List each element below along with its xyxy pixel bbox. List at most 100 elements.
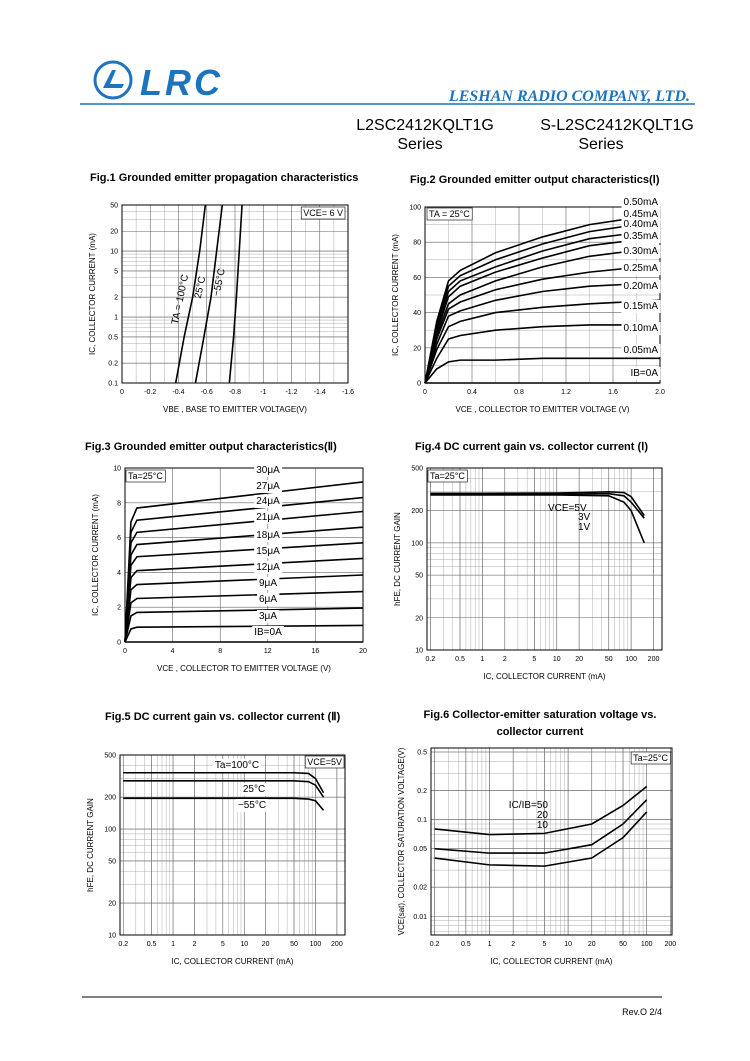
- label-box: [235, 799, 269, 812]
- series-label: 15μA: [256, 546, 280, 557]
- x-tick-label: -1: [260, 389, 266, 396]
- label-box: [254, 495, 283, 508]
- company-name: LESHAN RADIO COMPANY, LTD.: [448, 88, 690, 105]
- y-tick-label: 40: [413, 310, 421, 317]
- series-line: [174, 204, 207, 384]
- x-tick-label: 0.5: [455, 656, 465, 663]
- x-tick-label: 0.2: [118, 941, 128, 948]
- x-tick-label: 20: [359, 648, 367, 655]
- x-axis-label: VCE , COLLECTOR TO EMITTER VOLTAGE (V): [456, 405, 630, 414]
- x-tick-label: -1.4: [314, 389, 326, 396]
- series-label: 0.30mA: [624, 246, 659, 257]
- part-name: S-L2SC2412KQLT1G: [540, 117, 694, 134]
- x-tick-label: 1: [488, 941, 492, 948]
- x-tick-label: 2: [511, 941, 515, 948]
- series-line: [424, 357, 660, 384]
- y-tick-label: 0.1: [108, 381, 118, 388]
- series-line: [123, 797, 325, 811]
- x-tick-label: 1.2: [561, 389, 571, 396]
- annotation: Ta=25°C: [430, 471, 465, 481]
- y-tick-label: 100: [409, 205, 421, 212]
- label-box: [621, 262, 661, 275]
- series-line: [123, 780, 325, 798]
- series-line: [124, 590, 364, 643]
- series-label: 10: [537, 820, 549, 831]
- x-tick-label: 2: [193, 941, 197, 948]
- x-tick-label: 50: [605, 656, 613, 663]
- label-box: [252, 626, 285, 639]
- y-axis-label: IC, COLLECTOR CURRENT (mA): [88, 233, 97, 355]
- annotation: VCE=5V: [307, 757, 342, 767]
- y-tick-label: 500: [411, 466, 423, 473]
- x-tick-label: 0.2: [430, 941, 440, 948]
- x-tick-label: 16: [312, 648, 320, 655]
- y-tick-label: 60: [413, 275, 421, 282]
- label-box: [254, 529, 283, 542]
- x-tick-label: -0.2: [144, 389, 156, 396]
- series-label: 20: [537, 810, 549, 821]
- plot-frame: [121, 204, 349, 384]
- series-label: 0.10mA: [624, 323, 659, 334]
- part-name: L2SC2412KQLT1G: [356, 117, 494, 134]
- y-axis-label: IC, COLLECTOR CURRENT (mA): [391, 234, 400, 356]
- series-line: [424, 324, 660, 384]
- x-tick-label: 20: [262, 941, 270, 948]
- label-box: [628, 367, 661, 380]
- label-box: [240, 783, 268, 796]
- chart: Fig.6 Collector-emitter saturation volta…: [397, 709, 676, 966]
- series-label: 0.05mA: [624, 345, 659, 356]
- x-tick-label: 0: [123, 648, 127, 655]
- logo-text: LRC: [140, 62, 223, 103]
- label-box: [621, 322, 661, 335]
- series-line: [228, 204, 243, 384]
- x-tick-label: 10: [240, 941, 248, 948]
- y-tick-label: 200: [104, 795, 116, 802]
- series-line: [430, 494, 645, 544]
- label-box: [427, 469, 468, 483]
- x-tick-label: 1: [171, 941, 175, 948]
- x-tick-label: 200: [664, 941, 676, 948]
- series-line: [424, 246, 661, 384]
- x-tick-label: 5: [221, 941, 225, 948]
- series-label: 0.40mA: [624, 219, 659, 230]
- y-tick-label: 0.2: [417, 788, 427, 795]
- x-tick-label: 20: [588, 941, 596, 948]
- chart: Fig.4 DC current gain vs. collector curr…: [393, 441, 663, 681]
- x-axis-label: VBE , BASE TO EMITTER VOLTAGE(V): [163, 405, 307, 414]
- series-label: 3μA: [259, 611, 277, 622]
- x-axis-label: VCE , COLLECTOR TO EMITTER VOLTAGE (V): [157, 664, 331, 673]
- series-label: IB=0A: [254, 627, 282, 638]
- y-tick-label: 20: [110, 229, 118, 236]
- series-label: 24μA: [256, 496, 280, 507]
- series-label: VCE=5V: [548, 503, 587, 514]
- label-box: [257, 593, 280, 606]
- x-tick-label: 1: [480, 656, 484, 663]
- label-box: [621, 344, 661, 357]
- y-tick-label: 0.05: [413, 846, 427, 853]
- x-tick-label: 10: [553, 656, 561, 663]
- x-tick-label: 100: [625, 656, 637, 663]
- chart: Fig.2 Grounded emitter output characteri…: [391, 174, 665, 414]
- label-box: [254, 464, 283, 477]
- series-line: [430, 490, 645, 516]
- x-tick-label: 4: [171, 648, 175, 655]
- x-tick-label: 8: [218, 648, 222, 655]
- y-tick-label: 4: [117, 570, 121, 577]
- annotation: Ta=25°C: [633, 753, 668, 763]
- series-label: 0.25mA: [624, 263, 659, 274]
- series-label: 9μA: [259, 578, 277, 589]
- series-line: [424, 229, 661, 384]
- series-label: IB=0A: [630, 368, 658, 379]
- x-tick-label: 5: [542, 941, 546, 948]
- x-tick-label: 1.6: [608, 389, 618, 396]
- label-box: [212, 759, 262, 772]
- series-label: 30μA: [256, 465, 280, 476]
- label-box: [630, 751, 671, 765]
- y-tick-label: 20: [415, 615, 423, 622]
- series-line: [124, 624, 364, 643]
- x-axis-label: IC, COLLECTOR CURRENT (mA): [484, 672, 606, 681]
- label-box: [254, 511, 283, 524]
- series-label: Ta=100°C: [215, 760, 259, 771]
- y-tick-label: 0: [417, 381, 421, 388]
